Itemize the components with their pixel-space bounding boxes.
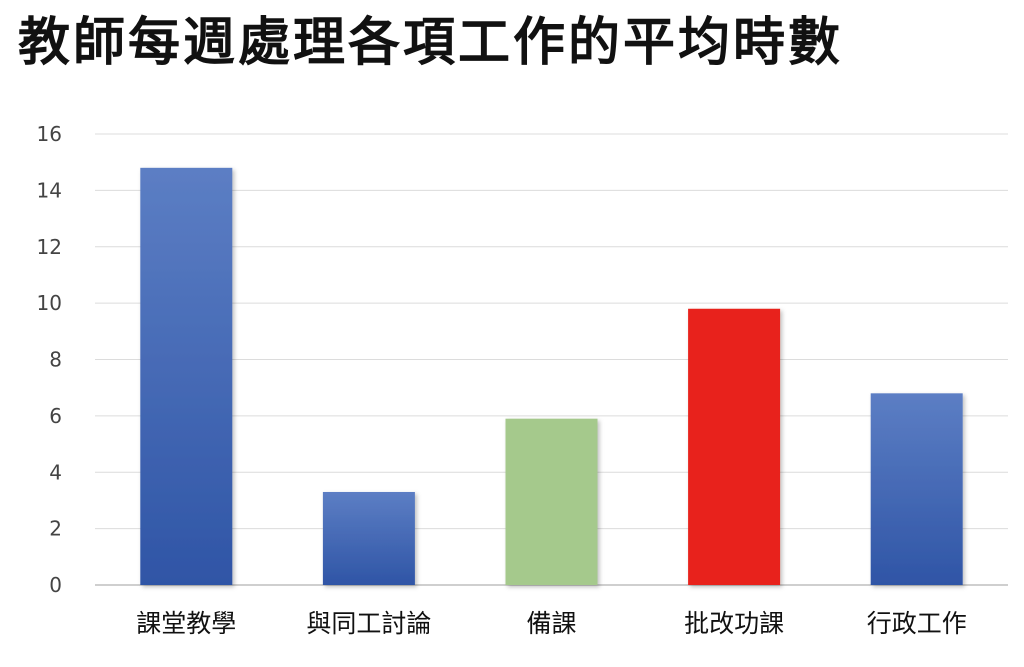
y-tick-label: 0 (49, 573, 62, 597)
y-tick-label: 14 (37, 178, 62, 202)
x-category-label: 課堂教學 (136, 609, 236, 638)
bar (505, 418, 598, 585)
x-category-label: 與同工討論 (306, 609, 431, 638)
y-tick-label: 16 (37, 122, 62, 146)
x-category-label: 行政工作 (867, 609, 967, 638)
y-tick-label: 8 (49, 348, 62, 372)
y-axis-ticks: 0 2 4 6 8 10 12 14 16 (37, 122, 62, 597)
bar (140, 167, 233, 585)
y-tick-label: 4 (49, 460, 62, 484)
chart-title: 教師每週處理各項工作的平均時數 (18, 13, 844, 73)
x-category-label: 批改功課 (684, 609, 784, 638)
x-axis-labels: 課堂教學 與同工討論 備課 批改功課 行政工作 (136, 609, 966, 638)
x-category-label: 備課 (526, 609, 576, 638)
bar (688, 308, 781, 585)
y-tick-label: 12 (37, 235, 62, 259)
y-tick-label: 10 (37, 291, 62, 315)
bar (322, 491, 415, 585)
bar (870, 393, 963, 585)
y-tick-label: 2 (49, 517, 62, 541)
y-tick-label: 6 (49, 404, 62, 428)
bars (140, 167, 963, 585)
